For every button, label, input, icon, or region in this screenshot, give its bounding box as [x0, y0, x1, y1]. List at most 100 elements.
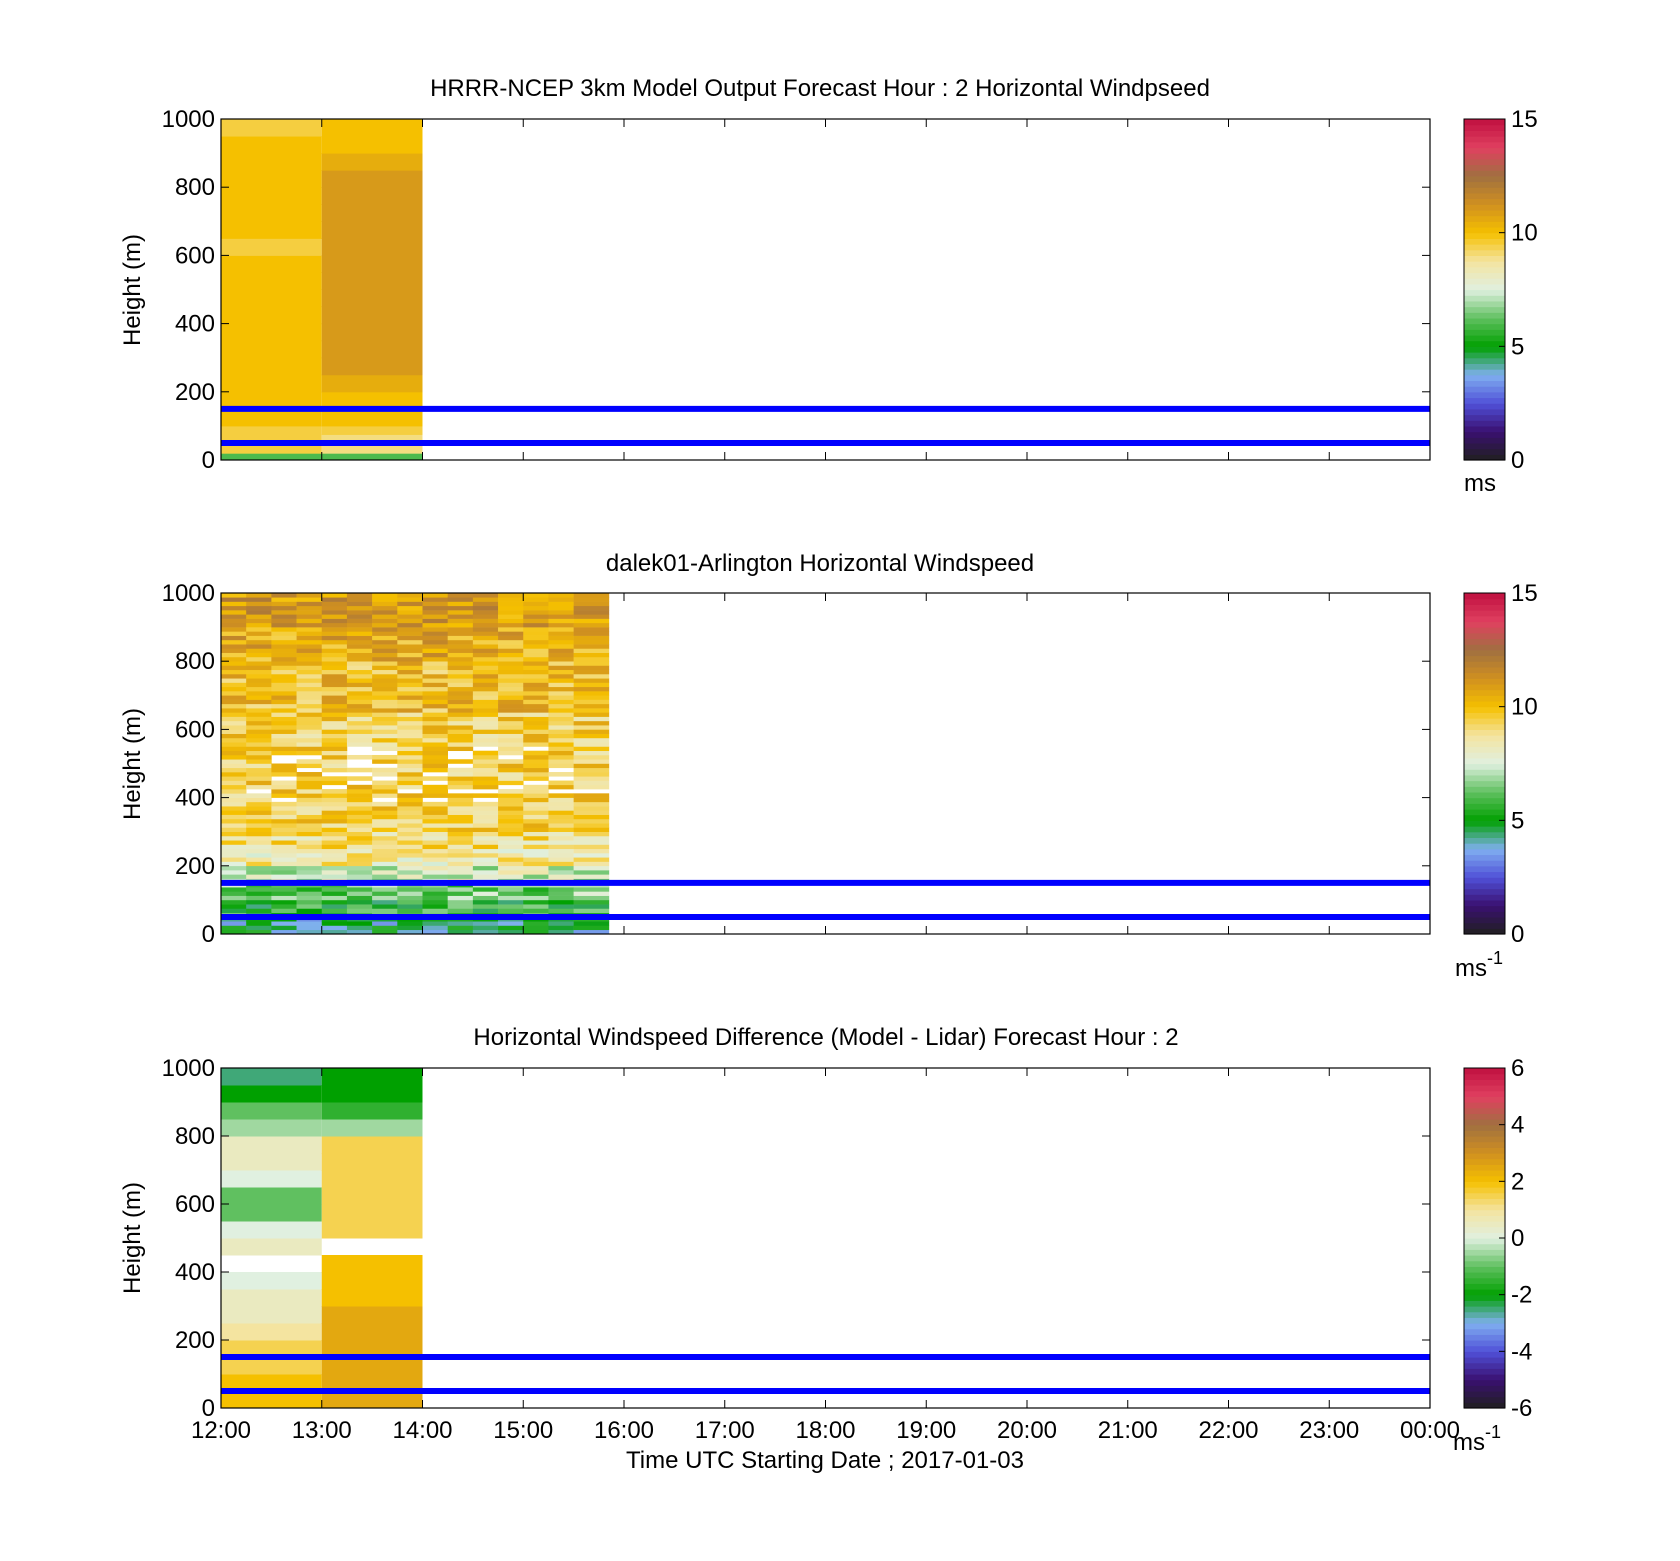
heatmap-cell — [271, 597, 297, 602]
heatmap-cell — [498, 742, 524, 747]
heatmap-cell — [271, 891, 297, 896]
heatmap-cell — [573, 665, 610, 671]
heatmap-cell — [548, 823, 574, 828]
heatmap-cell — [422, 887, 448, 892]
colorbar-tick-label: -6 — [1511, 1395, 1532, 1422]
heatmap-cell — [548, 861, 574, 867]
heatmap-cell — [397, 750, 423, 756]
heatmap-cell — [296, 810, 323, 815]
colorbar-swatch — [1464, 712, 1505, 719]
heatmap-cell — [573, 703, 610, 709]
heatmap-cell — [372, 754, 398, 760]
colorbar-swatch — [1464, 1243, 1505, 1250]
heatmap-cell — [573, 763, 610, 769]
colorbar-swatch — [1464, 346, 1505, 353]
heatmap-cell — [321, 703, 348, 709]
heatmap-cell — [372, 665, 398, 671]
heatmap-cell — [472, 891, 499, 896]
heatmap-cell — [346, 895, 373, 901]
heatmap-cell — [447, 806, 474, 811]
colorbar-swatch — [1464, 695, 1505, 702]
heatmap-cell — [498, 925, 524, 931]
colorbar-swatch — [1464, 1283, 1505, 1290]
heatmap-cell — [372, 644, 398, 649]
heatmap-cell — [321, 622, 348, 628]
heatmap-cell — [372, 725, 398, 730]
heatmap-cell — [346, 865, 373, 871]
heatmap-cell — [372, 678, 398, 683]
heatmap-cell — [422, 648, 448, 653]
heatmap-cell — [246, 861, 272, 867]
colorbar-swatch — [1464, 1226, 1505, 1233]
heatmap-cell — [271, 806, 297, 811]
heatmap-cell — [573, 737, 610, 743]
x-tick-label: 18:00 — [795, 1417, 855, 1444]
heatmap-cell — [472, 772, 499, 777]
heatmap-cell — [573, 870, 610, 875]
colorbar-swatch — [1464, 181, 1505, 188]
heatmap-cell — [548, 716, 574, 722]
y-axis-label: Height (m) — [119, 1182, 146, 1294]
colorbar-swatch — [1464, 363, 1505, 370]
heatmap-cell — [472, 806, 499, 811]
heatmap-cell — [346, 712, 373, 717]
heatmap-cell — [447, 729, 474, 734]
colorbar-swatch — [1464, 1323, 1505, 1330]
heatmap-cell — [422, 921, 448, 926]
heatmap-cell — [221, 357, 322, 376]
colorbar-swatch — [1464, 882, 1505, 890]
heatmap-cell — [523, 750, 549, 756]
heatmap-cell — [422, 597, 448, 602]
heatmap-cell — [548, 899, 574, 905]
heatmap-cell — [523, 712, 549, 717]
heatmap-cell — [422, 865, 448, 871]
heatmap-cell — [221, 627, 247, 632]
heatmap-cell — [548, 772, 574, 777]
heatmap-cell — [296, 818, 323, 824]
heatmap-cell — [498, 848, 524, 854]
heatmap-cell — [221, 136, 322, 154]
heatmap-cell — [472, 814, 499, 820]
heatmap-cell — [397, 712, 423, 717]
heatmap-cell — [573, 601, 610, 607]
heatmap-cell — [296, 725, 323, 730]
heatmap-cell — [472, 844, 499, 850]
heatmap-cell — [472, 627, 499, 632]
heatmap-cell — [271, 763, 297, 769]
heatmap-cell — [548, 720, 574, 726]
heatmap-cell — [422, 801, 448, 807]
colorbar-swatch — [1464, 1192, 1505, 1199]
colorbar-swatch — [1464, 295, 1505, 302]
colorbar-swatch — [1464, 700, 1505, 708]
heatmap-cell — [321, 844, 348, 850]
heatmap-cell — [472, 848, 499, 854]
heatmap-cell — [523, 857, 549, 862]
heatmap-cell — [422, 776, 448, 781]
heatmap-cell — [346, 814, 373, 820]
heatmap-cell — [498, 691, 524, 696]
heatmap-cell — [296, 823, 323, 828]
heatmap-cell — [447, 895, 474, 901]
heatmap-cell — [422, 827, 448, 832]
heatmap-cell — [548, 682, 574, 688]
heatmap-cell — [296, 678, 323, 683]
heatmap-cell — [397, 835, 423, 841]
heatmap-cell — [246, 801, 272, 807]
colorbar-swatch — [1464, 1357, 1505, 1364]
heatmap-cell — [271, 652, 297, 658]
heatmap-cell — [346, 695, 373, 700]
heatmap-cell — [372, 899, 398, 905]
heatmap-cell — [422, 823, 448, 828]
heatmap-cell — [573, 784, 610, 790]
colorbar-swatch — [1464, 1362, 1505, 1369]
heatmap-cell — [397, 840, 423, 845]
colorbar-swatch — [1464, 1113, 1505, 1120]
heatmap-cell — [321, 691, 348, 696]
heatmap-cell — [548, 631, 574, 636]
heatmap-cell — [321, 1272, 423, 1290]
heatmap-cell — [472, 695, 499, 700]
heatmap-cell — [422, 669, 448, 675]
heatmap-cell — [447, 772, 474, 777]
heatmap-cell — [246, 639, 272, 645]
heatmap-cell — [346, 737, 373, 743]
